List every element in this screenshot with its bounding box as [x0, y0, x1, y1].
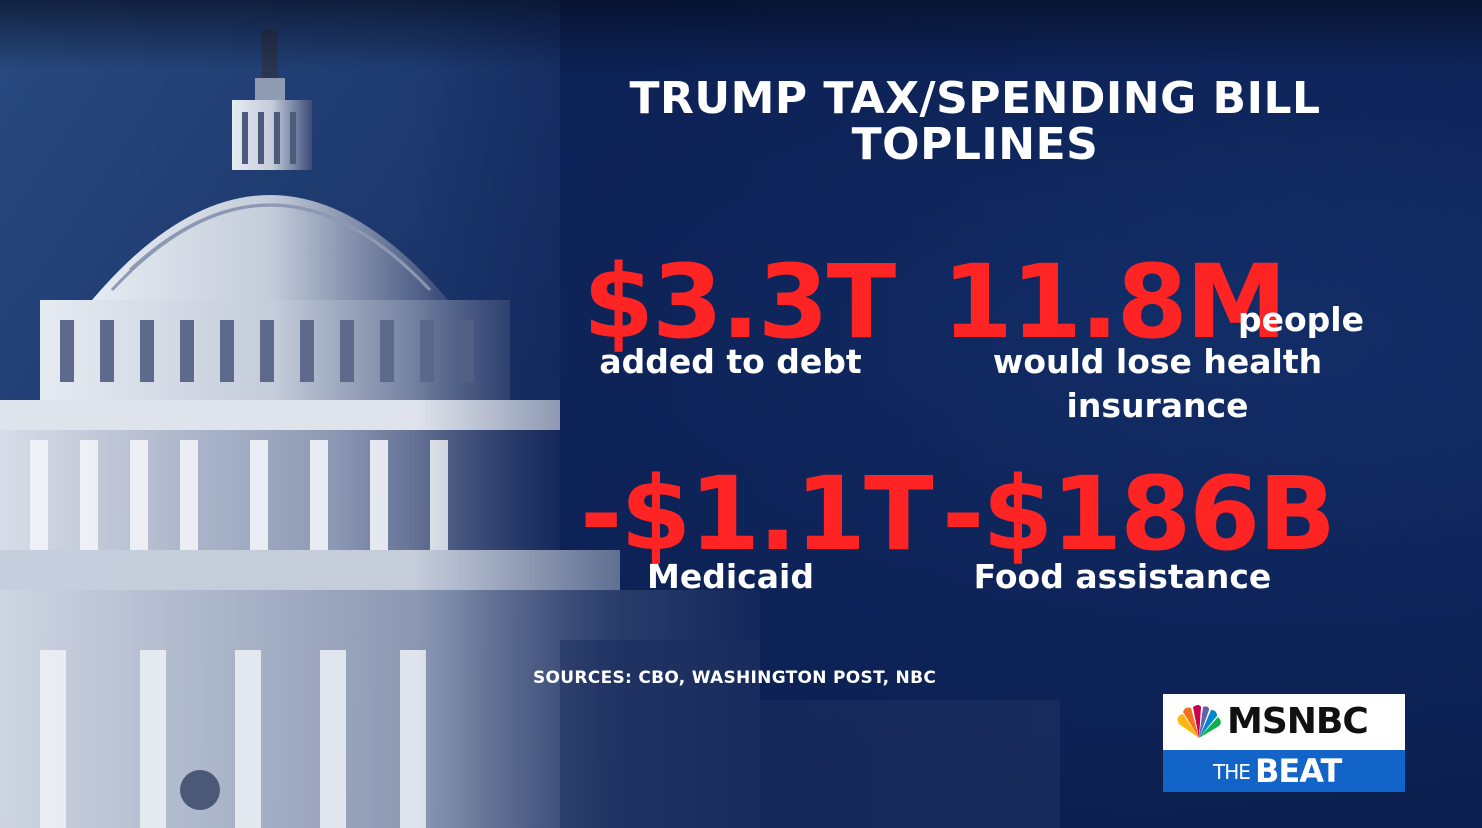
stat-food-value: -$186B — [942, 455, 1336, 574]
logo-bottom-panel — [1163, 750, 1405, 792]
network-logo: MSNBC THE BEAT — [1163, 694, 1405, 792]
stat-health-suffix: people — [1238, 300, 1364, 339]
stat-food-label: Food assistance — [973, 557, 1272, 596]
title-line-1: TRUMP TAX/SPENDING BILL — [629, 73, 1321, 124]
title-line-2: TOPLINES — [851, 119, 1099, 170]
stat-debt-label: added to debt — [599, 342, 862, 381]
msnbc-wordmark: MSNBC — [1227, 701, 1369, 742]
show-name-label: BEAT — [1255, 752, 1342, 790]
logo-top-panel: MSNBC — [1163, 694, 1405, 750]
nbc-peacock-icon — [1177, 705, 1221, 738]
stat-medicaid-value: -$1.1T — [580, 455, 934, 574]
stat-health-value: 11.8M — [942, 243, 1287, 362]
stat-health-label: would lose health insurance — [992, 342, 1323, 425]
graphic-title: TRUMP TAX/SPENDING BILL TOPLINES — [560, 76, 1390, 168]
top-shade — [0, 0, 1482, 70]
sources-line: SOURCES: CBO, WASHINGTON POST, NBC — [533, 668, 937, 688]
show-the-label: THE — [1213, 760, 1251, 784]
stat-debt-value: $3.3T — [583, 243, 896, 362]
stat-medicaid-label: Medicaid — [647, 557, 814, 596]
